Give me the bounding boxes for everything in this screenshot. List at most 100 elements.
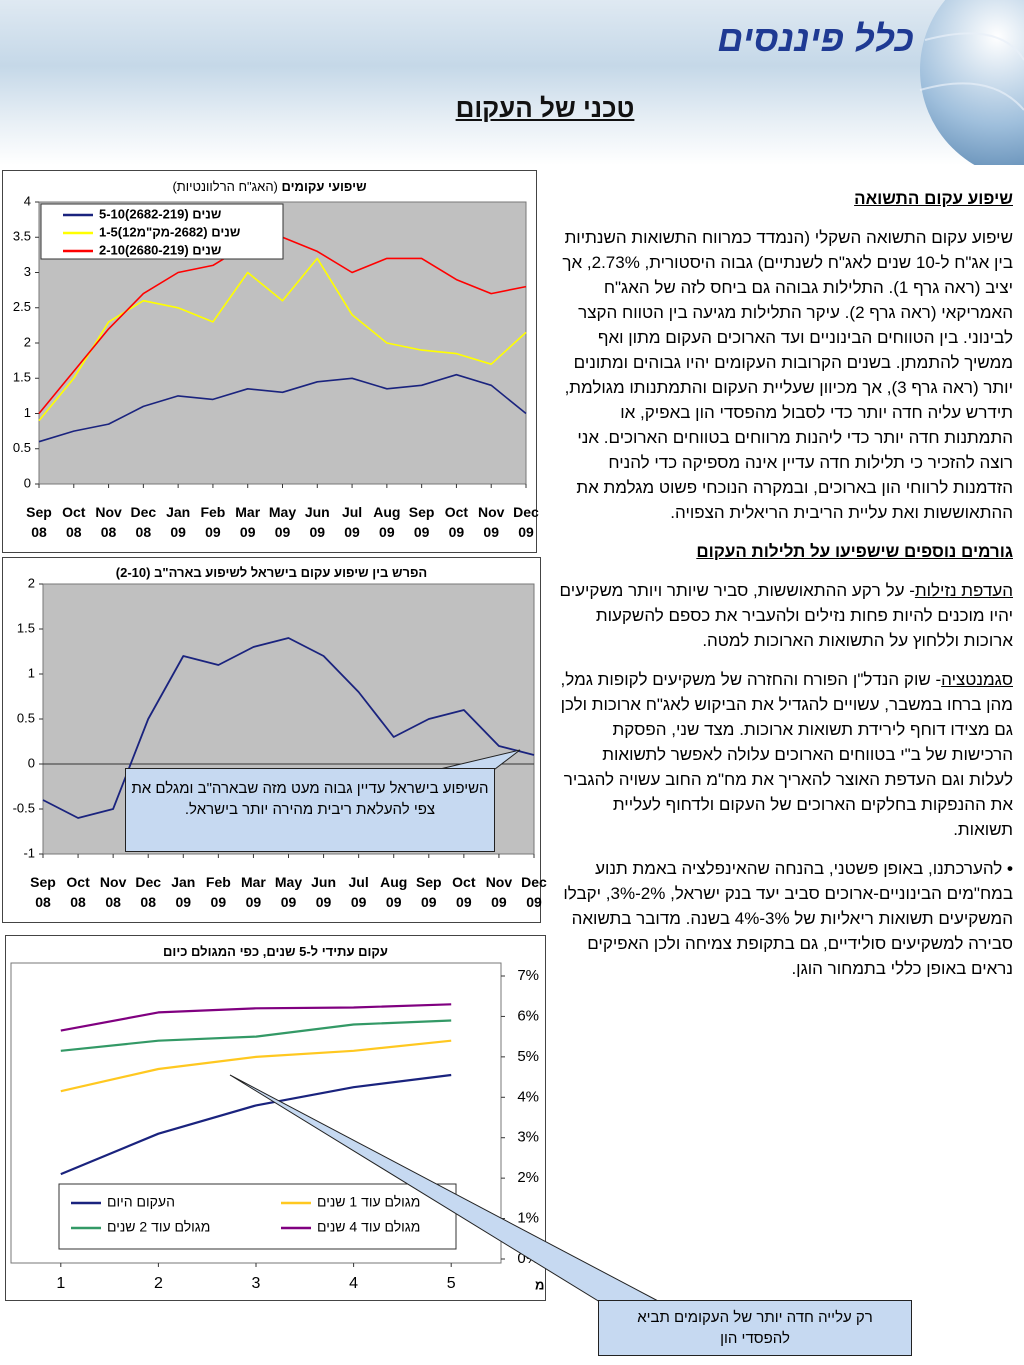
y-tick-label: 5% [517, 1048, 539, 1065]
x-tick-label: 5 [446, 1275, 456, 1292]
y-tick-label: 3.5 [13, 229, 31, 244]
x-tick-label: Dec 09 [521, 874, 547, 910]
x-tick-label: Oct 08 [62, 504, 86, 540]
y-tick-label: 1 [24, 405, 31, 420]
y-tick-label: 0.5 [17, 710, 35, 725]
x-tick-label: Nov 08 [99, 874, 127, 910]
chart-subtitle: (האג"ח הרלוונטיות) [172, 179, 278, 194]
x-tick-label: Dec 08 [135, 874, 162, 910]
x-tick-label: Nov 09 [477, 504, 505, 540]
text-column: שיפוע עקום התשואה שיפוע עקום התשואה השקל… [555, 186, 1014, 995]
chart-title: הפרש בין שיפוע עקום בישראל לשיפוע בארה"ב… [115, 565, 428, 580]
header-art [919, 0, 1024, 165]
company-name: כלל פיננסים [717, 18, 914, 59]
chart-title-row: שיפועי עקומים (האג"ח הרלוונטיות) [3, 179, 536, 194]
chart-canvas: 0 0.5 1 1.5 2 2.5 3 3.5 4 5-10שנים (2682-219) 1-5ש… [13, 193, 527, 490]
legend-label: מגולם עוד 4 שנים [317, 1219, 420, 1235]
chart-canvas: 0% 1% 2% 3% 4% 5% 6% 7% מח"מ העקום היום מגולם עוד … [10, 962, 545, 1292]
item-text: - שוק הנדל"ן הפורח והחזרה של משקיעים לקו… [560, 670, 1013, 839]
x-tick-label: 2 [153, 1275, 163, 1292]
x-tick-label: Sep 08 [26, 504, 52, 540]
x-tick-label: Nov 08 [95, 504, 122, 540]
x-tick-label: Oct 09 [452, 874, 476, 910]
y-tick-label: 2.5 [13, 299, 31, 314]
series-line [60, 1019, 452, 1052]
bullet-paragraph: להערכתנו, באופן פשטני, בהנחה שהאינפלציה … [555, 856, 1013, 981]
series-line [38, 373, 527, 443]
x-tick-label: Oct 09 [444, 504, 469, 540]
header: כלל פיננסים טכני של העקום [0, 0, 1024, 165]
chart-canvas: -1 -0.5 0 0.5 1 1.5 2 [13, 575, 535, 860]
y-tick-label: 4 [24, 193, 31, 208]
x-tick-label: May 09 [274, 874, 303, 910]
x-tick-label: Dec 08 [130, 504, 157, 540]
x-tick-label: Jun 09 [311, 874, 336, 910]
globe [920, 0, 1024, 165]
y-tick-label: 2% [517, 1169, 539, 1186]
x-axis-label: מח"מ [535, 1277, 545, 1292]
x-tick-label: 3 [251, 1275, 261, 1292]
y-tick-label: 2 [24, 334, 31, 349]
paragraph: שיפוע עקום התשואה השקלי (הנמדד כמרווח הת… [562, 228, 1013, 522]
item-term: העדפת נזילות [914, 581, 1013, 600]
y-tick-label: 0% [517, 1250, 539, 1267]
series-line [60, 1003, 452, 1032]
y-tick-label: 4% [517, 1088, 539, 1105]
section-heading: גורמים נוספים שישפיעו על תלילות העקום [696, 542, 1013, 561]
callout: השיפוע בישראל עדיין גבוה מעט מזה שבארה"ב… [125, 768, 495, 852]
y-tick-label: 3 [24, 264, 31, 279]
legend-label: 2-10שנים (2680-219) [99, 242, 221, 257]
x-tick-label: Jul 09 [341, 504, 363, 540]
y-tick-label: 0.5 [13, 440, 31, 455]
x-tick-label: Jun 09 [304, 504, 330, 540]
y-tick-label: -0.5 [13, 800, 35, 815]
legend-label: מגולם עוד 2 שנים [107, 1219, 210, 1235]
y-tick-label: -1 [23, 845, 35, 860]
x-tick-label: May 09 [268, 504, 297, 540]
legend-label: העקום היום [107, 1194, 175, 1210]
bullet-text: להערכתנו, באופן פשטני, בהנחה שהאינפלציה … [563, 859, 1013, 978]
x-tick-label: Mar 09 [235, 504, 261, 540]
item: סגמנטציה- שוק הנדל"ן הפורח והחזרה של משק… [555, 667, 1013, 842]
y-tick-label: 1.5 [13, 370, 31, 385]
y-tick-label: 2 [28, 575, 35, 590]
x-tick-label: Feb 09 [205, 874, 231, 910]
y-tick-label: 1% [517, 1210, 539, 1227]
legend-label: 1-5שנים (2682-מק"מ12) [99, 224, 240, 239]
y-tick-label: 3% [517, 1129, 539, 1146]
chart-title: עקום עתידי ל-5 שנים, כפי המגולם כיום [163, 944, 388, 959]
chart-forward-curve: 0% 1% 2% 3% 4% 5% 6% 7% מח"מ העקום היום מגולם עוד … [5, 935, 546, 1301]
x-tick-label: Sep 09 [415, 874, 442, 910]
x-tick-label: 4 [349, 1275, 359, 1292]
page-title: טכני של העקום [455, 93, 635, 123]
x-tick-label: Sep 09 [408, 504, 435, 540]
x-tick-label: 1 [56, 1275, 66, 1292]
item: העדפת נזילות- על רקע ההתאוששות, סביר שיו… [555, 578, 1014, 653]
chart-title: שיפועי עקומים [281, 179, 367, 194]
x-tick-label: Aug 09 [373, 504, 401, 540]
x-tick-label: Jan 09 [166, 504, 191, 540]
series-line [38, 257, 527, 422]
chart-slopes: 0 0.5 1 1.5 2 2.5 3 3.5 4 5-10שנים (2682-219) 1-5ש… [2, 170, 539, 553]
x-tick-label: Feb 09 [200, 504, 226, 540]
item-term: סגמנטציה [941, 670, 1013, 689]
y-tick-label: 0 [24, 475, 31, 490]
x-tick-label: Nov 09 [485, 874, 513, 910]
y-tick-label: 1.5 [17, 620, 35, 635]
series-line [60, 1039, 452, 1093]
x-tick-label: Aug 09 [380, 874, 408, 910]
x-tick-label: Sep 08 [30, 874, 56, 910]
y-tick-label: 7% [517, 967, 539, 984]
y-tick-label: 0 [28, 755, 35, 770]
callout: רק עלייה חדה יותר של העקומים תביא להפסדי… [598, 1300, 912, 1356]
x-tick-label: Dec 09 [513, 504, 539, 540]
chart-spread: -1 -0.5 0 0.5 1 1.5 2 הפרש בין שיפוע עקום בישר… [2, 557, 547, 923]
y-tick-label: 6% [517, 1007, 539, 1024]
x-tick-label: Oct 08 [66, 874, 90, 910]
legend-label: 5-10שנים (2682-219) [99, 206, 221, 221]
x-tick-label: Jul 09 [348, 874, 369, 910]
legend-label: מגולם עוד 1 שנים [317, 1194, 420, 1210]
x-tick-label: Jan 09 [171, 874, 196, 910]
x-tick-label: Mar 09 [240, 874, 266, 910]
